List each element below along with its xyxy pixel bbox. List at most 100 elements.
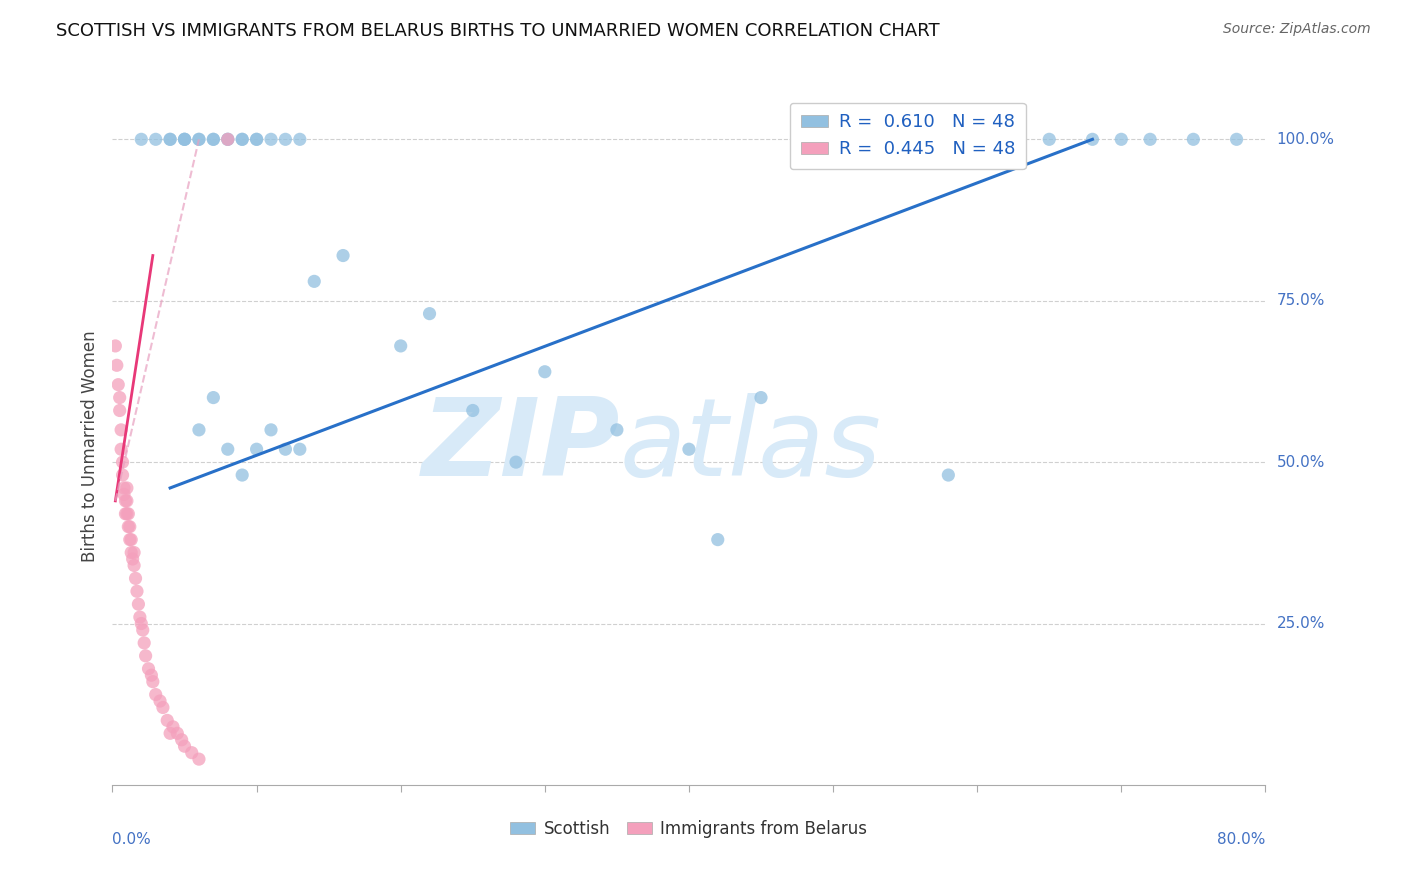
Point	[111, 455, 134, 469]
Point	[188, 132, 211, 146]
Text: 50.0%: 50.0%	[1277, 455, 1324, 470]
Point	[606, 423, 628, 437]
Point	[202, 132, 225, 146]
Point	[288, 132, 311, 146]
Point	[156, 714, 179, 728]
Point	[145, 132, 167, 146]
Point	[128, 610, 150, 624]
Point	[138, 662, 160, 676]
Text: Source: ZipAtlas.com: Source: ZipAtlas.com	[1223, 22, 1371, 37]
Y-axis label: Births to Unmarried Women: Births to Unmarried Women	[80, 330, 98, 562]
Point	[505, 455, 527, 469]
Point	[188, 423, 211, 437]
Point	[124, 571, 146, 585]
Point	[159, 726, 181, 740]
Point	[274, 132, 297, 146]
Text: 100.0%: 100.0%	[1277, 132, 1334, 147]
Point	[115, 481, 138, 495]
Text: 80.0%: 80.0%	[1218, 832, 1265, 847]
Point	[749, 391, 772, 405]
Point	[231, 132, 253, 146]
Point	[231, 132, 253, 146]
Point	[115, 494, 138, 508]
Point	[110, 423, 132, 437]
Point	[274, 442, 297, 457]
Point	[114, 507, 136, 521]
Point	[419, 307, 441, 321]
Point	[105, 359, 128, 373]
Point	[118, 533, 141, 547]
Point	[112, 481, 135, 495]
Point	[461, 403, 484, 417]
Point	[188, 752, 211, 766]
Point	[125, 584, 148, 599]
Point	[332, 248, 354, 262]
Point	[142, 674, 165, 689]
Point	[120, 533, 142, 547]
Point	[288, 442, 311, 457]
Point	[108, 391, 131, 405]
Point	[217, 132, 239, 146]
Point	[115, 507, 138, 521]
Point	[162, 720, 184, 734]
Text: SCOTTISH VS IMMIGRANTS FROM BELARUS BIRTHS TO UNMARRIED WOMEN CORRELATION CHART: SCOTTISH VS IMMIGRANTS FROM BELARUS BIRT…	[56, 22, 939, 40]
Point	[1038, 132, 1060, 146]
Point	[141, 668, 163, 682]
Point	[145, 688, 167, 702]
Legend: Scottish, Immigrants from Belarus: Scottish, Immigrants from Belarus	[503, 814, 875, 845]
Point	[118, 519, 141, 533]
Point	[152, 700, 174, 714]
Point	[129, 616, 153, 631]
Point	[173, 739, 195, 754]
Point	[117, 507, 139, 521]
Point	[127, 597, 149, 611]
Text: 0.0%: 0.0%	[112, 832, 152, 847]
Point	[122, 558, 145, 573]
Text: 25.0%: 25.0%	[1277, 616, 1324, 631]
Point	[134, 636, 156, 650]
Point	[166, 726, 188, 740]
Point	[107, 377, 129, 392]
Point	[132, 623, 155, 637]
Point	[534, 365, 557, 379]
Point	[202, 391, 225, 405]
Point	[246, 132, 269, 146]
Point	[217, 132, 239, 146]
Point	[1182, 132, 1205, 146]
Point	[114, 494, 136, 508]
Text: atlas: atlas	[620, 393, 882, 499]
Point	[170, 732, 193, 747]
Point	[202, 132, 225, 146]
Point	[112, 487, 135, 501]
Point	[894, 132, 917, 146]
Point	[110, 442, 132, 457]
Point	[117, 519, 139, 533]
Point	[966, 132, 988, 146]
Point	[188, 132, 211, 146]
Point	[1139, 132, 1161, 146]
Point	[246, 132, 269, 146]
Point	[159, 132, 181, 146]
Point	[260, 132, 283, 146]
Point	[120, 545, 142, 559]
Point	[180, 746, 202, 760]
Text: 75.0%: 75.0%	[1277, 293, 1324, 309]
Point	[260, 423, 283, 437]
Point	[936, 468, 959, 483]
Point	[129, 132, 153, 146]
Point	[159, 132, 181, 146]
Point	[173, 132, 195, 146]
Point	[1081, 132, 1104, 146]
Point	[108, 403, 131, 417]
Point	[173, 132, 195, 146]
Point	[173, 132, 195, 146]
Text: ZIP: ZIP	[422, 393, 620, 499]
Point	[1111, 132, 1133, 146]
Point	[678, 442, 700, 457]
Point	[149, 694, 172, 708]
Point	[389, 339, 412, 353]
Point	[111, 468, 134, 483]
Point	[246, 442, 269, 457]
Point	[217, 442, 239, 457]
Point	[121, 552, 143, 566]
